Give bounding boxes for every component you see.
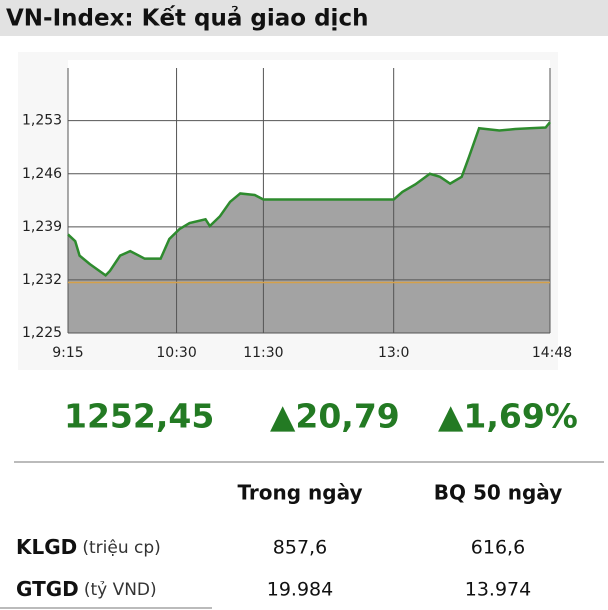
- cell: 857,6: [273, 537, 327, 559]
- y-tick-label: 1,253: [22, 113, 62, 129]
- index-value: 1252,45: [64, 397, 214, 436]
- y-tick-label: 1,232: [22, 272, 62, 288]
- row-name: GTGD: [16, 577, 79, 601]
- index-change: ▲20,79: [270, 397, 400, 436]
- col-header: Trong ngày: [237, 481, 362, 505]
- row-label: GTGD (tỷ VND): [16, 577, 157, 601]
- row-name: KLGD: [16, 535, 77, 559]
- cell: 19.984: [267, 579, 333, 601]
- title-bar: [0, 0, 608, 36]
- price-line: [67, 121, 551, 278]
- index-percent: ▲1,69%: [438, 397, 578, 436]
- chart: 1,225 1,232 1,239 1,246 1,253 9:15 10:30 11:30 1…: [22, 68, 572, 361]
- x-tick-label: 13:0: [378, 345, 409, 361]
- x-tick-label: 11:30: [243, 345, 283, 361]
- cell: 13.974: [465, 579, 531, 601]
- row-unit: (triệu cp): [82, 538, 160, 558]
- cell: 616,6: [471, 537, 525, 559]
- title: VN-Index: Kết quả giao dịch: [6, 5, 368, 32]
- y-tick-label: 1,225: [22, 325, 62, 341]
- x-tick-label: 14:48: [532, 345, 572, 361]
- row-unit: (tỷ VND): [84, 580, 157, 600]
- x-tick-label: 9:15: [52, 345, 83, 361]
- x-tick-label: 10:30: [156, 345, 196, 361]
- row-label: KLGD (triệu cp): [16, 535, 161, 559]
- y-tick-label: 1,239: [22, 219, 62, 235]
- col-header: BQ 50 ngày: [434, 481, 562, 505]
- y-tick-label: 1,246: [22, 166, 62, 182]
